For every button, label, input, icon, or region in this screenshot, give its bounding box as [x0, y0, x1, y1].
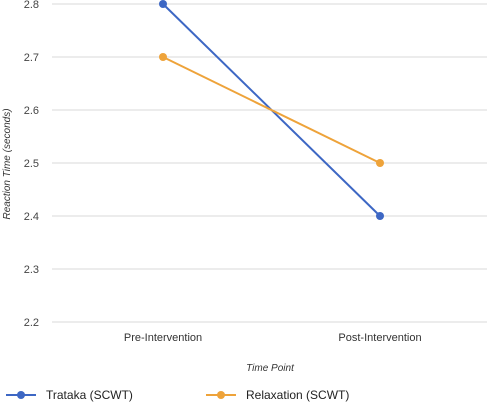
y-tick-label: 2.8 — [24, 0, 39, 11]
gridlines — [52, 3, 487, 323]
data-point — [159, 53, 167, 61]
y-tick-label: 2.3 — [24, 264, 39, 276]
data-point — [376, 159, 384, 167]
legend-swatch-marker — [217, 391, 225, 399]
series-2 — [159, 53, 384, 167]
data-point — [159, 0, 167, 8]
x-axis-ticks: Pre-Intervention Post-Intervention — [124, 332, 422, 344]
legend-item: Trataka (SCWT) — [6, 388, 133, 402]
x-tick-label: Pre-Intervention — [124, 332, 202, 344]
y-tick-label: 2.2 — [24, 317, 39, 329]
y-tick-label: 2.4 — [24, 211, 39, 223]
legend-label: Trataka (SCWT) — [46, 388, 133, 402]
legend-swatch-marker — [17, 391, 25, 399]
y-tick-label: 2.6 — [24, 105, 39, 117]
x-axis-title: Time Point — [246, 363, 295, 374]
data-point — [376, 212, 384, 220]
legend-item: Relaxation (SCWT) — [206, 388, 349, 402]
y-axis-ticks: 2.2 2.3 2.4 2.5 2.6 2.7 2.8 — [24, 0, 39, 329]
x-tick-label: Post-Intervention — [338, 332, 421, 344]
y-tick-label: 2.5 — [24, 158, 39, 170]
y-axis-title: Reaction Time (seconds) — [2, 108, 13, 219]
legend-label: Relaxation (SCWT) — [246, 388, 349, 402]
legend: Trataka (SCWT) Relaxation (SCWT) — [6, 388, 349, 402]
series-line — [162, 56, 381, 164]
series-lines — [159, 0, 384, 220]
y-tick-label: 2.7 — [24, 52, 39, 64]
